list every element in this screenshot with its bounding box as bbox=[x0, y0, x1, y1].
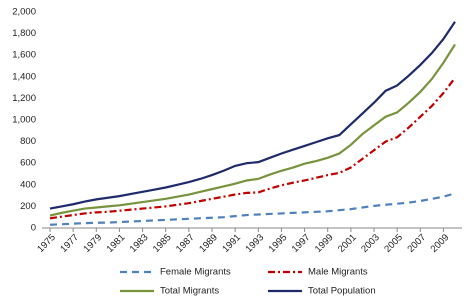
x-tick-label: 1995 bbox=[267, 232, 290, 255]
x-tick-label: 1997 bbox=[290, 232, 313, 255]
series-line bbox=[49, 77, 456, 220]
y-tick-label: 400 bbox=[20, 179, 36, 190]
x-tick-label: 1987 bbox=[174, 232, 197, 255]
y-tick-label: 800 bbox=[20, 136, 36, 147]
y-tick-label: 1,600 bbox=[12, 50, 36, 61]
x-tick-label: 1977 bbox=[58, 232, 81, 255]
x-tick-label: 1999 bbox=[313, 232, 336, 255]
x-tick-label: 1983 bbox=[128, 232, 151, 255]
legend-label: Male Migrants bbox=[308, 267, 368, 278]
x-tick-label: 2003 bbox=[359, 232, 382, 255]
series-line bbox=[49, 43, 456, 217]
x-tick-label: 2001 bbox=[336, 232, 359, 255]
x-tick-label: 1993 bbox=[243, 232, 266, 255]
x-tick-label: 2009 bbox=[429, 232, 452, 255]
legend-label: Total Migrants bbox=[160, 286, 219, 297]
y-tick-label: 0 bbox=[31, 223, 36, 234]
legend-label: Total Population bbox=[308, 286, 376, 297]
x-tick-label: 1979 bbox=[81, 232, 104, 255]
legend-label: Female Migrants bbox=[160, 267, 231, 278]
x-tick-label: 1989 bbox=[197, 232, 220, 255]
y-tick-label: 200 bbox=[20, 201, 36, 212]
y-tick-label: 1,400 bbox=[12, 71, 36, 82]
x-tick-label: 1975 bbox=[35, 232, 58, 255]
y-tick-label: 600 bbox=[20, 158, 36, 169]
series-line bbox=[49, 192, 456, 226]
series-line bbox=[49, 21, 456, 210]
x-tick-label: 1981 bbox=[105, 232, 128, 255]
x-tick-label: 2005 bbox=[382, 232, 405, 255]
y-tick-label: 1,200 bbox=[12, 93, 36, 104]
y-tick-label: 1,800 bbox=[12, 28, 36, 39]
x-tick-label: 1985 bbox=[151, 232, 174, 255]
x-tick-label: 2007 bbox=[405, 232, 428, 255]
y-tick-label: 2,000 bbox=[12, 7, 36, 18]
y-tick-label: 1,000 bbox=[12, 115, 36, 126]
x-tick-label: 1991 bbox=[220, 232, 243, 255]
